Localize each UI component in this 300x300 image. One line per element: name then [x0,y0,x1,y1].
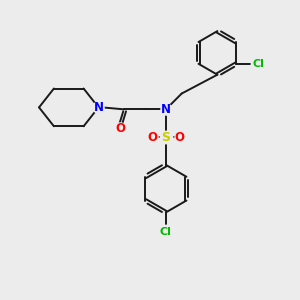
Text: Cl: Cl [160,227,172,237]
Text: S: S [161,130,170,144]
Text: N: N [94,101,103,114]
Text: Cl: Cl [252,59,264,69]
Text: N: N [161,103,171,116]
Text: O: O [175,130,185,144]
Text: O: O [147,130,157,144]
Text: O: O [115,122,125,135]
